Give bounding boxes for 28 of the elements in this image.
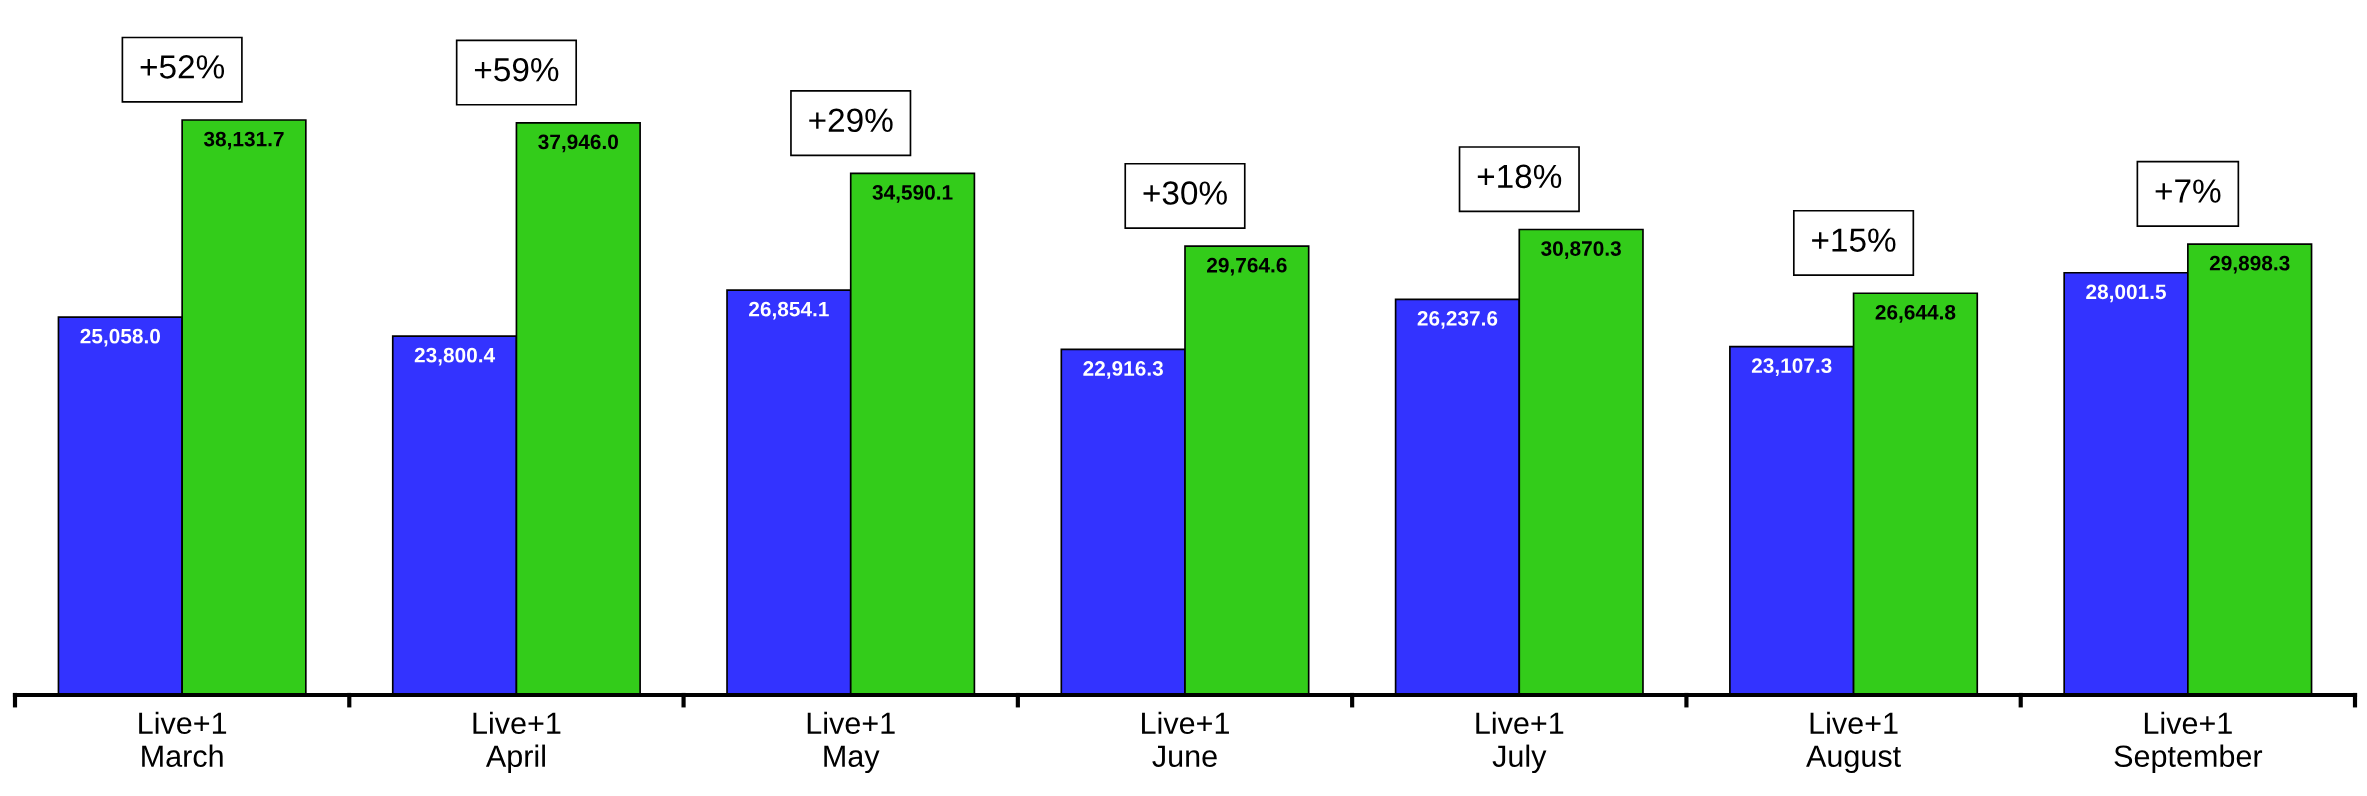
annotation: +18% (1477, 164, 1562, 189)
x-tick-label: Live+1 August (1806, 711, 1901, 774)
text: +59% (474, 57, 559, 82)
data-label: 26,644.8 (1875, 304, 1956, 323)
data-label: 29,898.3 (2209, 255, 2290, 274)
data-label: 37,946.0 (538, 134, 618, 153)
data-label: 23,107.3 (1751, 358, 1832, 376)
data-label: 26,854.1 (749, 301, 829, 320)
annotation: +7% (2155, 179, 2221, 203)
data-label: 26,237.6 (1417, 311, 1498, 329)
data-label: 38,131.7 (203, 131, 284, 150)
annotation: +29% (809, 108, 893, 133)
x-tick-label: Live+1 April (473, 711, 561, 774)
data-label: 25,058.0 (80, 328, 160, 347)
data-label: 29,764.6 (1207, 257, 1287, 276)
x-tick-label: Live+1 May (807, 711, 895, 774)
data-label: 34,590.1 (872, 185, 953, 203)
data-label: 23,800.4 (414, 347, 496, 366)
x-tick-label: Live+1 March (139, 711, 227, 768)
text: +52% (140, 55, 225, 79)
data-label: 28,001.5 (2086, 284, 2166, 303)
x-tick-label: Live+1 July (1476, 711, 1564, 774)
data-label: 22,916.3 (1083, 361, 1163, 379)
data-label: 30,870.3 (1541, 241, 1621, 259)
annotation: +15% (1812, 228, 1896, 252)
x-tick-label: Live+1 September (2114, 711, 2263, 774)
x-tick-label: Live+1 June (1142, 711, 1229, 768)
annotation: +30% (1143, 181, 1227, 205)
